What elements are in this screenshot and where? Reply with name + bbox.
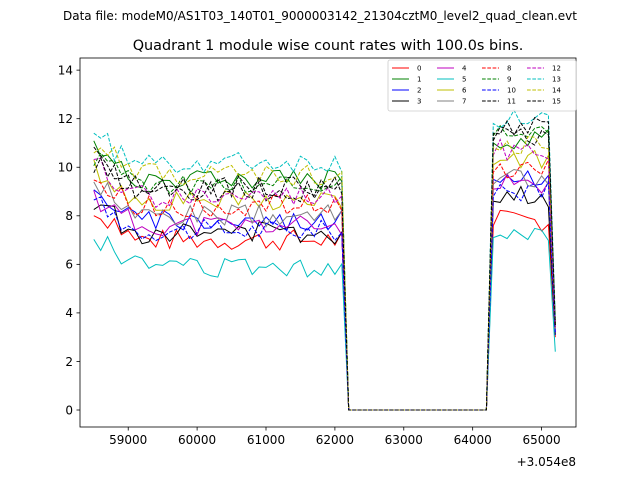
y-tick-label: 6 — [65, 258, 73, 272]
legend-label-3: 3 — [417, 98, 421, 106]
y-axis: 0 2 4 6 8 10 12 14 — [58, 63, 80, 417]
x-tick-label: 65000 — [522, 433, 560, 447]
legend-label-1: 1 — [417, 76, 421, 84]
legend-label-0: 0 — [417, 65, 421, 73]
x-tick-label: 60000 — [178, 433, 216, 447]
series-line-10 — [93, 181, 556, 411]
series-line-15 — [93, 116, 556, 411]
series-line-9 — [93, 124, 556, 411]
series-line-14 — [93, 136, 556, 411]
legend-label-15: 15 — [552, 98, 561, 106]
x-tick-label: 61000 — [247, 433, 285, 447]
legend-label-2: 2 — [417, 87, 421, 95]
x-tick-label: 62000 — [316, 433, 354, 447]
legend-label-12: 12 — [552, 65, 561, 73]
figure-suptitle: Data file: modeM0/AS1T03_140T01_90000031… — [63, 9, 577, 23]
x-tick-label: 59000 — [109, 433, 147, 447]
legend-label-4: 4 — [462, 65, 467, 73]
x-offset-label: +3.054e8 — [517, 455, 576, 469]
y-tick-label: 10 — [58, 161, 73, 175]
legend-label-13: 13 — [552, 76, 561, 84]
y-tick-label: 2 — [65, 355, 73, 369]
plot-frame — [79, 57, 577, 428]
legend-label-9: 9 — [507, 76, 511, 84]
legend-label-8: 8 — [507, 65, 511, 73]
y-tick-label: 14 — [58, 63, 73, 77]
x-axis: 59000 60000 61000 62000 63000 64000 65000 — [109, 427, 561, 447]
series-line-8 — [93, 159, 556, 411]
y-tick-label: 0 — [65, 403, 73, 417]
plot-area — [80, 58, 576, 427]
y-tick-label: 12 — [58, 112, 73, 126]
x-tick-label: 64000 — [454, 433, 492, 447]
legend-box — [387, 59, 577, 112]
legend-label-14: 14 — [552, 87, 561, 95]
legend-label-7: 7 — [462, 98, 466, 106]
series-lines — [93, 109, 556, 411]
chart-title: Quadrant 1 module wise count rates with … — [133, 38, 524, 54]
legend-label-11: 11 — [507, 98, 516, 106]
y-tick-label: 4 — [65, 306, 73, 320]
legend-label-5: 5 — [462, 76, 466, 84]
y-tick-label: 8 — [65, 209, 73, 223]
legend-label-10: 10 — [507, 87, 516, 95]
x-tick-label: 63000 — [385, 433, 423, 447]
legend-label-6: 6 — [462, 87, 467, 95]
